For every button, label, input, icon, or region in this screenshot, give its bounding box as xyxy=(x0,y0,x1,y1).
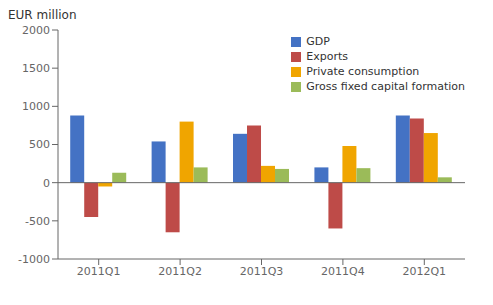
html-text:EUR million: EUR million xyxy=(8,8,77,22)
svg-text:2011Q3: 2011Q3 xyxy=(240,265,284,278)
svg-text:1000: 1000 xyxy=(22,100,50,113)
html-text:Private consumption: Private consumption xyxy=(306,65,420,78)
html-text:Exports: Exports xyxy=(306,50,348,63)
html-text:Gross fixed capital formation: Gross fixed capital formation xyxy=(306,80,465,93)
html-text:GDP: GDP xyxy=(306,35,330,48)
svg-text:2000: 2000 xyxy=(22,24,50,37)
svg-text:1500: 1500 xyxy=(22,62,50,75)
svg-text:2011Q4: 2011Q4 xyxy=(321,265,365,278)
svg-text:2011Q1: 2011Q1 xyxy=(77,265,121,278)
svg-text:2012Q1: 2012Q1 xyxy=(402,265,446,278)
svg-text:-1000: -1000 xyxy=(18,253,50,266)
svg-text:2011Q2: 2011Q2 xyxy=(158,265,202,278)
svg-text:-500: -500 xyxy=(25,215,50,228)
svg-text:0: 0 xyxy=(43,177,50,190)
svg-text:500: 500 xyxy=(29,138,50,151)
